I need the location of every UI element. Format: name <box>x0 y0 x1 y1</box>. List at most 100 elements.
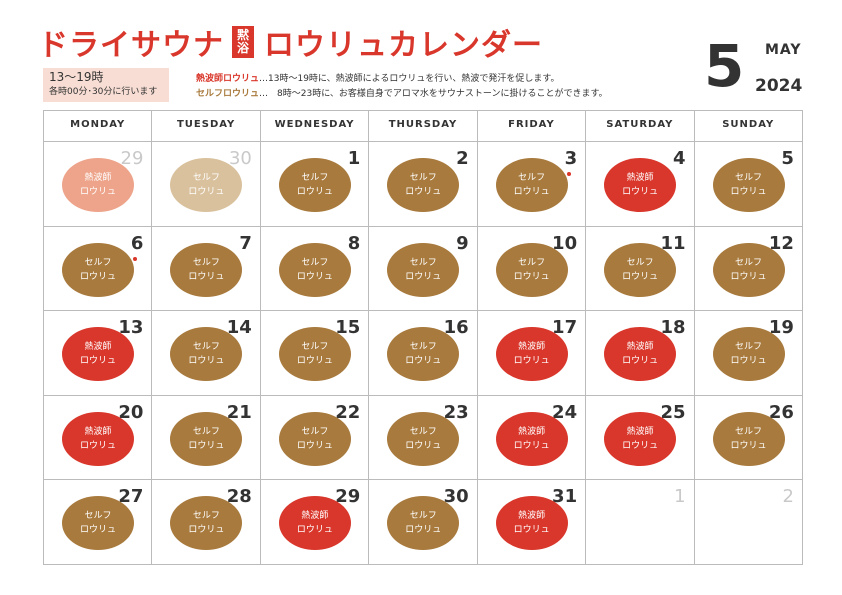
day-number: 6 <box>130 232 144 254</box>
day-number: 20 <box>118 401 144 423</box>
nepashi-loyly-badge: 熱波師 ロウリュ <box>62 411 134 466</box>
mokuyoku-badge: 黙 浴 <box>232 26 254 58</box>
day-cell: 21 セルフ ロウリュ <box>152 395 261 481</box>
calendar-grid: MONDAY TUESDAY WEDNESDAY THURSDAY FRIDAY… <box>43 110 803 565</box>
self-loyly-badge: セルフ ロウリュ <box>387 496 460 551</box>
day-cell: 25 熱波師 ロウリュ <box>586 395 695 481</box>
self-loyly-badge: セルフ ロウリュ <box>712 158 785 212</box>
day-cell: 26 セルフ ロウリュ <box>694 395 803 481</box>
calendar-title: ドライサウナ 黙 浴 ロウリュカレンダー <box>38 22 543 63</box>
weekday-thursday: THURSDAY <box>369 111 478 141</box>
title-left: ドライサウナ <box>38 28 224 63</box>
self-loyly-badge: セルフ ロウリュ <box>278 158 351 212</box>
badge-line2: ロウリュ <box>513 187 550 197</box>
day-cell: 22 セルフ ロウリュ <box>260 395 370 481</box>
badge-line1: セルフ <box>409 426 437 437</box>
badge-line2: ロウリュ <box>296 271 333 282</box>
badge-line2: ロウリュ <box>513 525 550 536</box>
title-right: ロウリュカレンダー <box>264 28 543 63</box>
day-cell: 10 セルフ ロウリュ <box>477 226 587 312</box>
hours-schedule: 各時00分･30分に行います <box>49 87 158 97</box>
self-loyly-badge: セルフ ロウリュ <box>62 496 134 551</box>
nepashi-loyly-badge: 熱波師 ロウリュ <box>604 411 677 466</box>
badge-top: 黙 <box>236 28 249 42</box>
day-cell: 13 熱波師 ロウリュ <box>44 311 153 396</box>
self-loyly-badge: セルフ ロウリュ <box>170 242 243 297</box>
nepashi-loyly-badge: 熱波師 ロウリュ <box>495 496 568 551</box>
day-number: 21 <box>226 401 252 423</box>
badge-line2: ロウリュ <box>730 271 767 282</box>
legend-self-desc: … 8時〜23時に、お客様自身でアロマ水をサウナストーンに掛けることができます。 <box>259 89 608 99</box>
nepashi-loyly-badge: 熱波師 ロウリュ <box>495 327 568 382</box>
day-cell: 6 セルフ ロウリュ <box>44 226 153 312</box>
badge-line2: ロウリュ <box>622 271 659 282</box>
self-loyly-badge: セルフ ロウリュ <box>170 327 243 382</box>
self-loyly-badge: セルフ ロウリュ <box>278 411 351 466</box>
badge-line1: 熱波師 <box>84 426 112 437</box>
day-cell: 9 セルフ ロウリュ <box>369 226 478 312</box>
badge-line1: セルフ <box>409 342 437 353</box>
day-cell: 17 熱波師 ロウリュ <box>477 311 587 396</box>
day-cell: 1 セルフ ロウリュ <box>260 142 370 227</box>
badge-line2: ロウリュ <box>730 187 767 197</box>
badge-line2: ロウリュ <box>405 187 442 197</box>
day-number: 29 <box>120 148 144 169</box>
day-cell: 8 セルフ ロウリュ <box>260 226 370 312</box>
day-number: 8 <box>347 232 361 254</box>
day-number: 24 <box>552 401 578 423</box>
self-loyly-badge: セルフ ロウリュ <box>495 242 568 297</box>
badge-line2: ロウリュ <box>79 271 116 282</box>
badge-line2: ロウリュ <box>622 440 659 451</box>
day-number: 14 <box>226 317 252 339</box>
day-cell: 3 セルフ ロウリュ <box>477 142 587 227</box>
day-cell: 20 熱波師 ロウリュ <box>44 395 153 481</box>
badge-line1: セルフ <box>192 511 220 522</box>
day-cell: 14 セルフ ロウリュ <box>152 311 261 396</box>
day-number: 28 <box>226 486 252 508</box>
day-number: 27 <box>118 486 144 508</box>
day-number: 30 <box>228 148 252 169</box>
badge-line2: ロウリュ <box>622 356 659 367</box>
day-cell: 5 セルフ ロウリュ <box>694 142 803 227</box>
weekday-wednesday: WEDNESDAY <box>261 111 370 141</box>
badge-line2: ロウリュ <box>513 440 550 451</box>
badge-line1: セルフ <box>518 173 546 183</box>
badge-line1: セルフ <box>735 342 763 353</box>
day-number: 13 <box>118 317 144 339</box>
day-number: 5 <box>781 148 794 169</box>
day-number: 18 <box>660 317 686 339</box>
weekday-sunday: SUNDAY <box>695 111 803 141</box>
nepashi-loyly-badge: 熱波師 ロウリュ <box>604 158 677 212</box>
self-loyly-badge: セルフ ロウリュ <box>604 242 677 297</box>
self-loyly-badge: セルフ ロウリュ <box>387 242 460 297</box>
badge-line2: ロウリュ <box>405 271 442 282</box>
badge-line2: ロウリュ <box>79 440 116 451</box>
month-name: MAY <box>765 42 802 58</box>
day-cell: 30 セルフ ロウリュ <box>152 142 261 227</box>
day-cell: 28 セルフ ロウリュ <box>152 480 261 565</box>
day-cell: 19 セルフ ロウリュ <box>694 311 803 396</box>
badge-line1: 熱波師 <box>626 426 654 437</box>
day-cell: 29 熱波師 ロウリュ <box>260 480 370 565</box>
self-loyly-badge: セルフ ロウリュ <box>712 242 785 297</box>
self-loyly-badge: セルフ ロウリュ <box>278 327 351 382</box>
holiday-dot <box>133 256 138 261</box>
day-number: 17 <box>552 317 578 339</box>
badge-line1: 熱波師 <box>626 173 654 183</box>
hours-box: 13〜19時 各時00分･30分に行います <box>43 68 169 102</box>
day-cell: 11 セルフ ロウリュ <box>586 226 695 312</box>
badge-line1: セルフ <box>301 342 329 353</box>
self-loyly-badge: セルフ ロウリュ <box>387 158 460 212</box>
day-cell: 18 熱波師 ロウリュ <box>586 311 695 396</box>
day-number: 26 <box>768 401 794 423</box>
badge-line2: ロウリュ <box>188 187 225 197</box>
day-number: 11 <box>660 232 686 254</box>
badge-line1: セルフ <box>735 426 763 437</box>
self-loyly-badge: セルフ ロウリュ <box>62 242 134 297</box>
badge-line1: セルフ <box>84 511 112 522</box>
self-loyly-badge: セルフ ロウリュ <box>170 496 243 551</box>
badge-line2: ロウリュ <box>296 356 333 367</box>
badge-line1: セルフ <box>409 511 437 522</box>
day-cell: 23 セルフ ロウリュ <box>369 395 478 481</box>
badge-line2: ロウリュ <box>513 356 550 367</box>
